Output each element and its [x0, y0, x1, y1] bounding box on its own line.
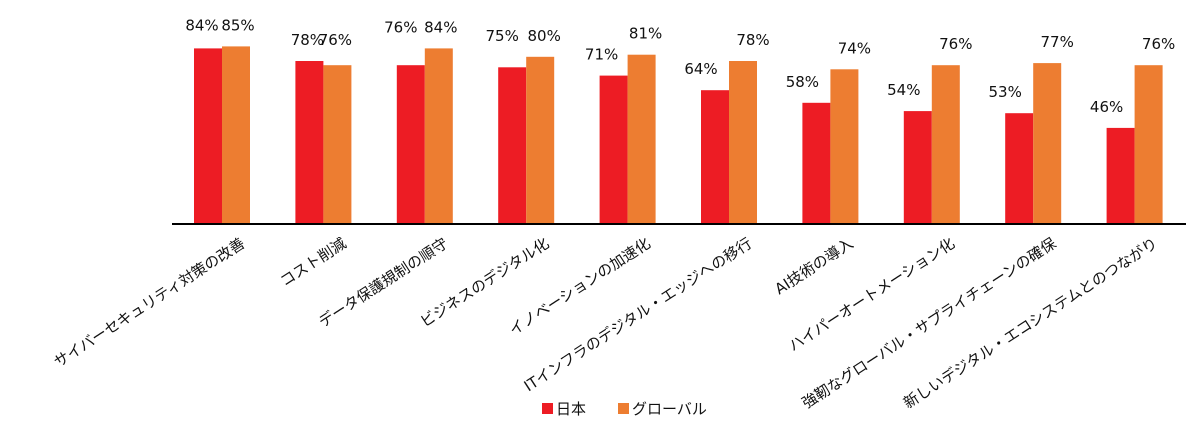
bar-japan-5 [599, 75, 628, 224]
value-label-japan-4: 75% [486, 27, 519, 45]
category-label-2: コスト削減 [277, 234, 350, 290]
value-label-global-4: 80% [528, 27, 561, 45]
bar-global-10 [1134, 65, 1163, 224]
bar-global-8 [931, 65, 960, 224]
bar-japan-1 [194, 48, 222, 225]
bars-group [194, 46, 1163, 225]
bar-japan-9 [1005, 113, 1034, 224]
category-label-7: AI技術の導入 [772, 234, 857, 298]
bar-japan-2 [295, 61, 324, 224]
bar-global-7 [830, 69, 859, 224]
value-label-japan-7: 58% [786, 73, 819, 91]
bar-global-9 [1033, 63, 1062, 224]
value-label-global-1: 85% [221, 16, 254, 34]
value-label-global-6: 78% [736, 31, 769, 49]
value-label-global-7: 74% [838, 39, 871, 57]
bar-global-1 [222, 46, 250, 225]
category-label-1: サイバーセキュリティ対策の改善 [51, 234, 249, 371]
value-label-global-3: 84% [424, 18, 457, 36]
bar-global-4 [526, 56, 555, 224]
bar-japan-10 [1106, 127, 1135, 224]
category-labels-group: サイバーセキュリティ対策の改善 コスト削減データ保護規制の順守ビジネスのデジタル化… [51, 234, 1161, 412]
legend: 日本 グローバル [542, 400, 707, 418]
bar-global-3 [424, 48, 453, 225]
value-label-japan-5: 71% [585, 46, 618, 64]
legend-swatch-global [618, 403, 629, 414]
bar-japan-7 [802, 102, 831, 224]
value-label-global-2: 76% [319, 31, 352, 49]
value-label-japan-10: 46% [1090, 98, 1123, 116]
bar-japan-3 [396, 65, 425, 224]
category-label-8: ハイパーオートメーション化 [785, 234, 958, 355]
bar-japan-8 [903, 111, 932, 224]
bar-global-5 [627, 54, 656, 225]
value-labels-group: 84% 85%78%76%76% 84% 75% 80%71%81%64%78%58%7… [185, 16, 1175, 116]
value-label-global-9: 77% [1041, 33, 1074, 51]
value-label-japan-3: 76% [384, 18, 417, 36]
value-label-global-5: 81% [629, 25, 662, 43]
legend-swatch-japan [542, 403, 553, 414]
value-label-japan-1: 84% [185, 16, 218, 34]
legend-label-global: グローバル [632, 400, 707, 418]
value-label-japan-9: 53% [989, 83, 1022, 101]
bar-global-6 [729, 61, 757, 224]
bar-global-2 [323, 65, 352, 224]
value-label-japan-6: 64% [684, 60, 717, 78]
value-label-japan-2: 78% [291, 31, 324, 49]
value-label-japan-8: 54% [887, 81, 920, 99]
value-label-global-10: 76% [1142, 35, 1175, 53]
value-label-global-8: 76% [939, 35, 972, 53]
legend-label-japan: 日本 [556, 400, 586, 418]
bar-japan-4 [498, 67, 527, 225]
bar-japan-6 [701, 90, 729, 224]
